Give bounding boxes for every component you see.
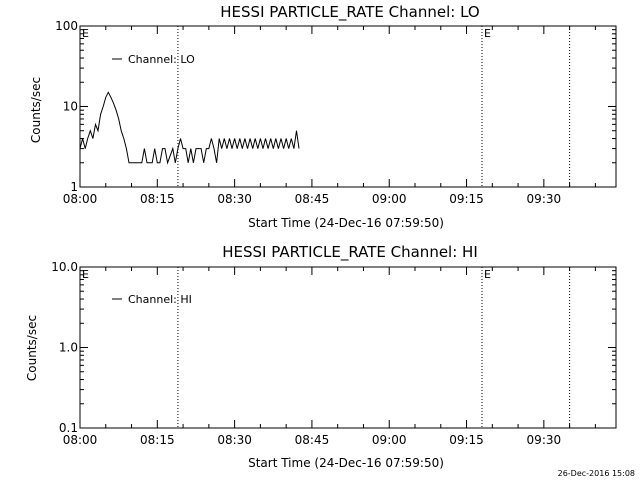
legend-label: Channel: HI — [128, 293, 192, 306]
x-axis-label: Start Time (24-Dec-16 07:59:50) — [248, 456, 444, 470]
x-tick-label: 09:30 — [527, 192, 562, 206]
y-tick-label: 1.0 — [59, 341, 78, 355]
axis-ticks — [79, 25, 616, 188]
chart-title: HESSI PARTICLE_RATE Channel: LO — [220, 3, 479, 22]
event-marker-label: E — [484, 268, 491, 281]
x-tick-label: 08:00 — [63, 192, 98, 206]
y-tick-label: 1 — [70, 180, 78, 194]
y-tick-label: 0.1 — [59, 421, 78, 435]
y-tick-label: 10.0 — [51, 260, 78, 274]
y-axis-label: Counts/sec — [29, 77, 43, 143]
x-tick-labels: 08:00 08:15 08:30 08:45 09:00 09:15 09:30 — [63, 433, 561, 447]
hi-channel-chart: HESSI PARTICLE_RATE Channel: HI 0.1 1.0 10… — [25, 243, 617, 470]
event-marker-label: E — [484, 27, 491, 40]
y-tick-labels: 1 10 100 — [55, 19, 78, 194]
x-tick-label: 08:30 — [217, 433, 252, 447]
series-layer — [79, 91, 300, 165]
x-tick-label: 08:45 — [295, 433, 330, 447]
x-tick-label: 09:00 — [372, 433, 407, 447]
x-tick-label: 09:15 — [449, 192, 484, 206]
chart-title: HESSI PARTICLE_RATE Channel: HI — [222, 243, 478, 262]
x-tick-label: 08:15 — [140, 433, 175, 447]
y-tick-label: 100 — [55, 19, 78, 33]
legend-label: Channel: LO — [128, 53, 195, 66]
y-tick-labels: 0.1 1.0 10.0 — [51, 260, 78, 435]
x-tick-label: 09:30 — [527, 433, 562, 447]
x-axis-label: Start Time (24-Dec-16 07:59:50) — [248, 216, 444, 230]
timestamp-stamp: 26-Dec-2016 15:08 — [558, 469, 635, 478]
y-axis-label: Counts/sec — [25, 315, 39, 381]
x-tick-label: 08:00 — [63, 433, 98, 447]
axis-ticks — [79, 266, 616, 429]
series-line — [79, 91, 300, 165]
x-tick-label: 09:00 — [372, 192, 407, 206]
x-tick-label: 08:30 — [217, 192, 252, 206]
event-marker-label: E — [82, 268, 89, 281]
y-tick-label: 10 — [63, 100, 78, 114]
lo-channel-chart: HESSI PARTICLE_RATE Channel: LO 1 10 100 0… — [29, 3, 617, 230]
x-tick-label: 08:15 — [140, 192, 175, 206]
x-tick-labels: 08:00 08:15 08:30 08:45 09:00 09:15 09:30 — [63, 192, 561, 206]
x-tick-label: 08:45 — [295, 192, 330, 206]
event-marker-label: E — [82, 27, 89, 40]
x-tick-label: 09:15 — [449, 433, 484, 447]
